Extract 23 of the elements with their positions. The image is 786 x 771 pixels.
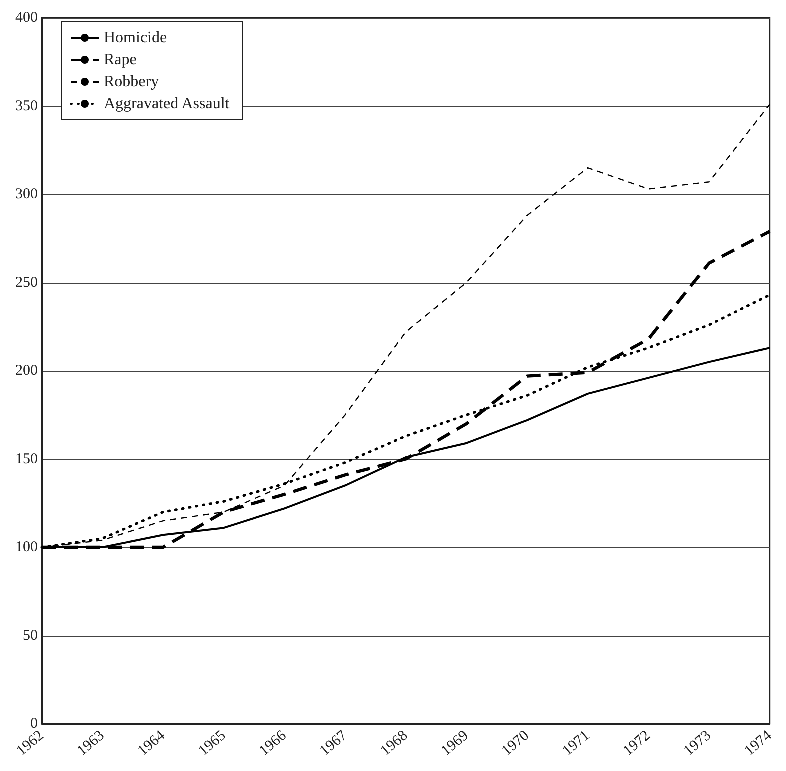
legend-label: Homicide bbox=[104, 30, 168, 46]
x-tick-label: 1963 bbox=[74, 728, 108, 760]
x-tick-label: 1965 bbox=[196, 728, 230, 760]
x-tick-label: 1972 bbox=[620, 728, 654, 760]
y-tick-label: 300 bbox=[16, 186, 38, 202]
x-tick-label: 1971 bbox=[560, 728, 594, 760]
x-tick-label: 1966 bbox=[256, 728, 290, 760]
x-tick-label: 1970 bbox=[499, 728, 532, 760]
legend-label: Aggravated Assault bbox=[104, 96, 230, 112]
y-tick-label: 150 bbox=[16, 451, 38, 468]
y-tick-label: 200 bbox=[16, 363, 38, 379]
legend-label: Rape bbox=[104, 52, 137, 68]
y-tick-label: 350 bbox=[16, 98, 38, 114]
x-tick-label: 1964 bbox=[135, 728, 169, 760]
y-tick-label: 400 bbox=[16, 10, 38, 26]
y-tick-label: 250 bbox=[16, 274, 38, 291]
y-tick-label: 100 bbox=[16, 540, 38, 556]
x-tick-label: 1969 bbox=[438, 728, 472, 760]
y-tick-label: 50 bbox=[23, 628, 38, 644]
legend-label: Robbery bbox=[104, 74, 160, 90]
x-tick-label: 1974 bbox=[742, 728, 776, 760]
x-tick-label: 1973 bbox=[681, 728, 714, 760]
x-tick-label: 1968 bbox=[378, 728, 412, 760]
